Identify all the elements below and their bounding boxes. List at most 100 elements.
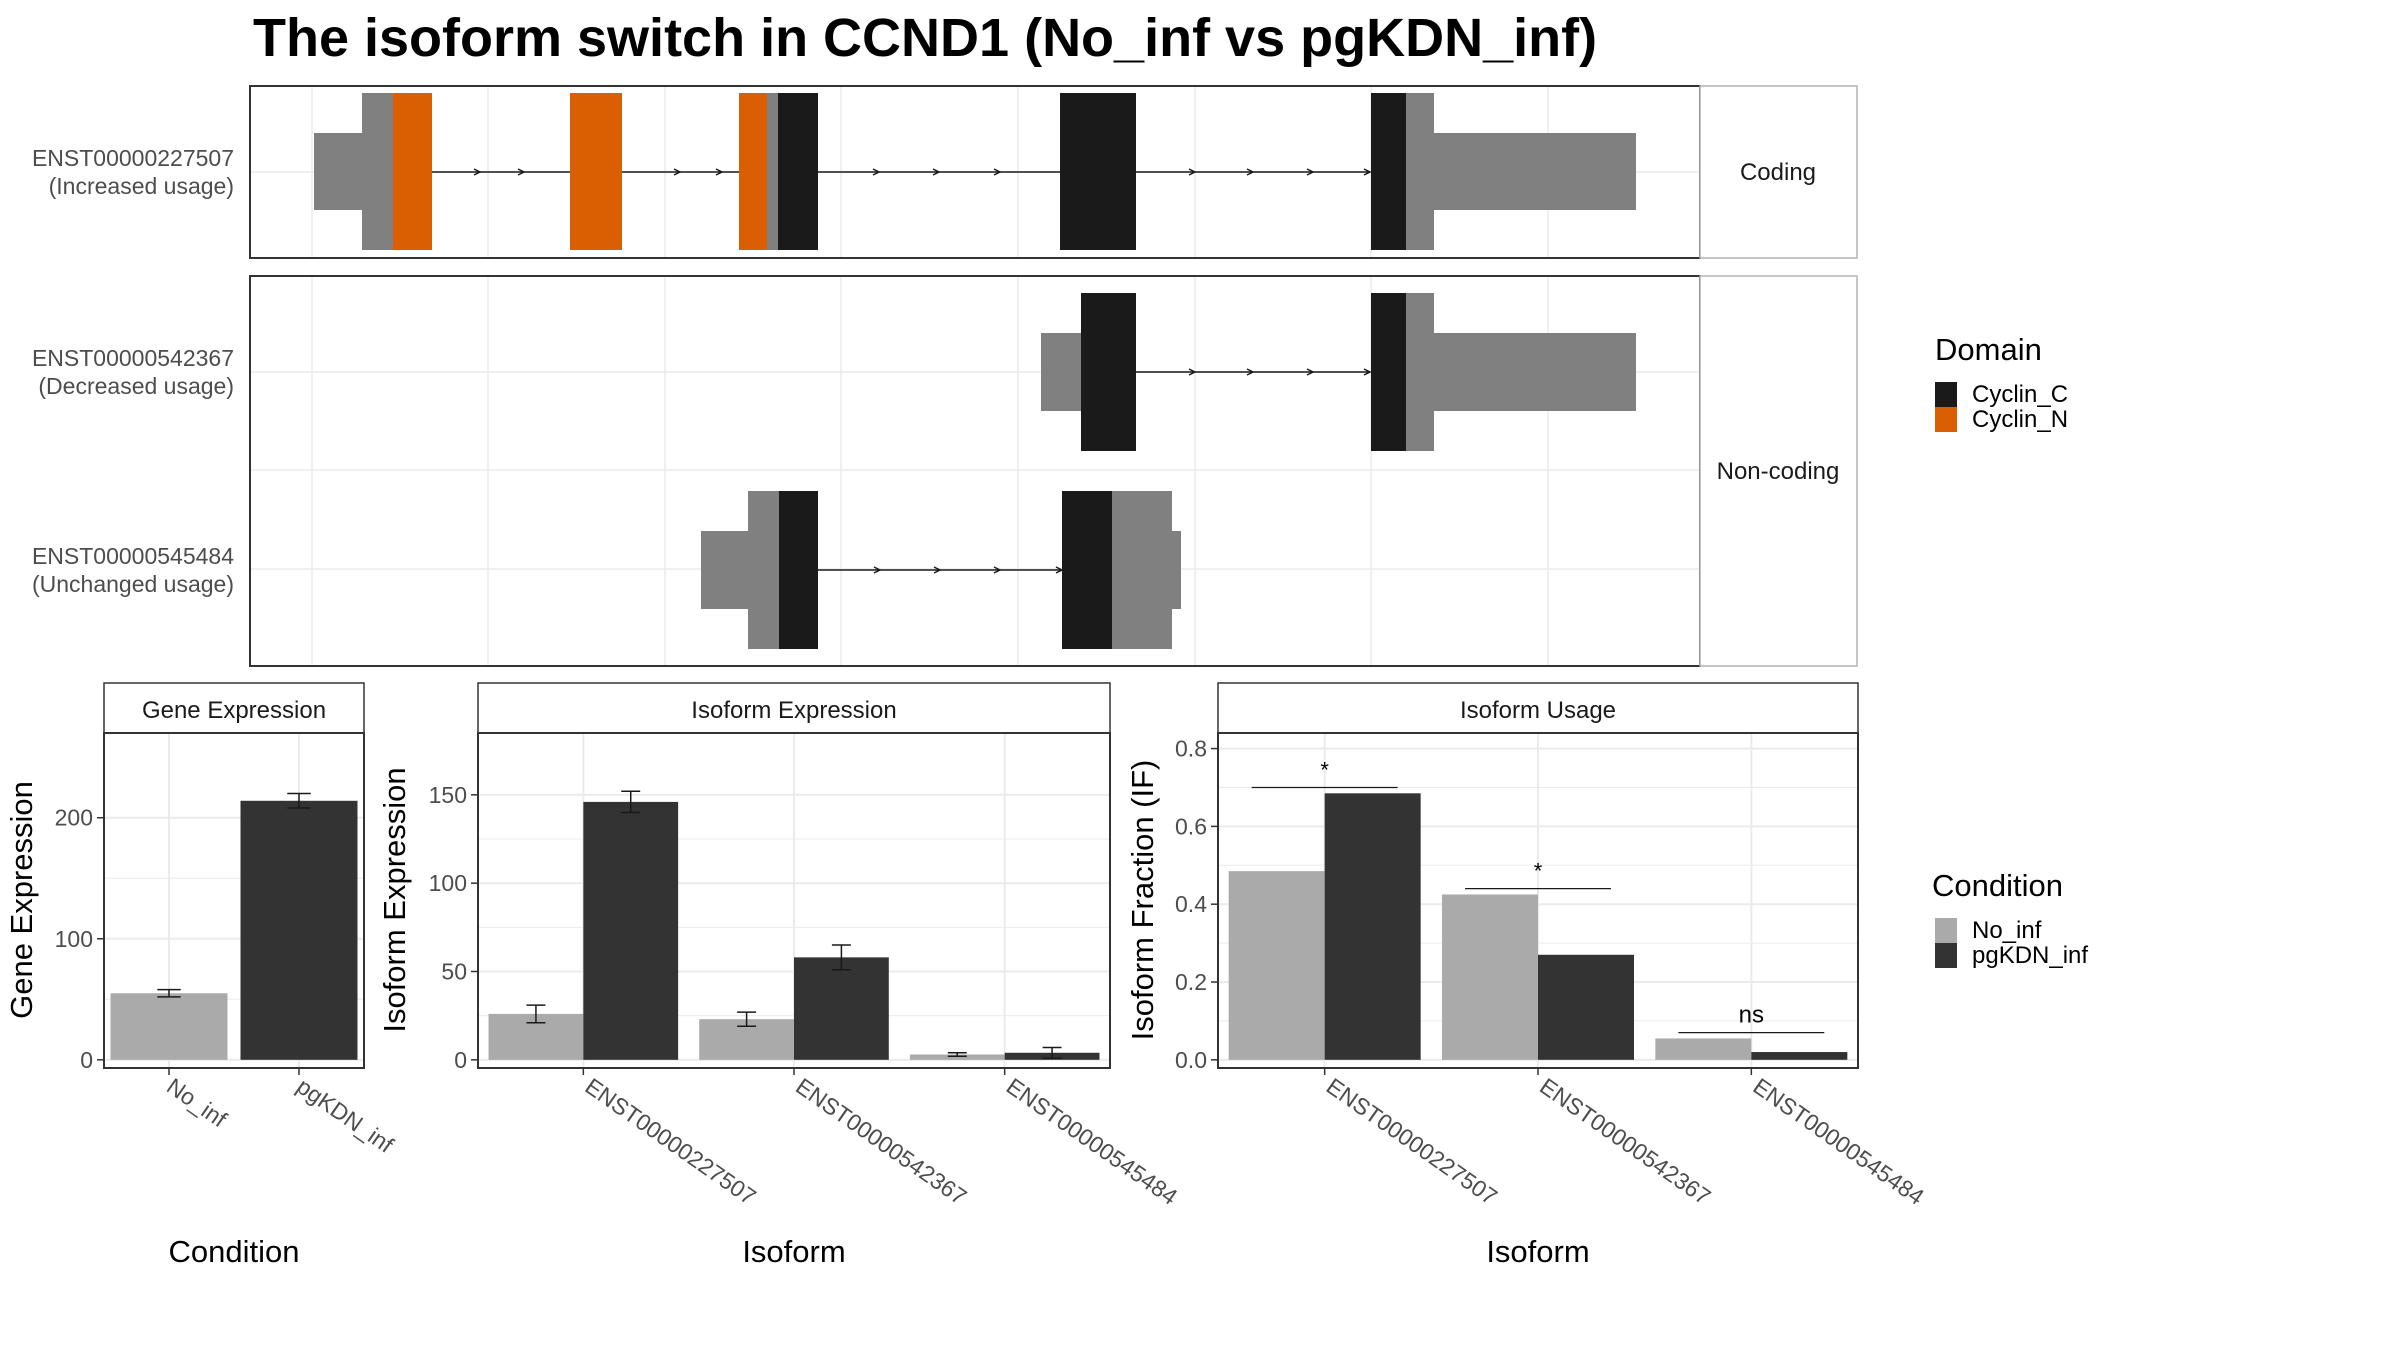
direction-arrow: [1246, 168, 1255, 176]
isoform-usage-x-axis-title: Isoform: [1486, 1234, 1589, 1269]
coding-panel: Coding: [249, 85, 1858, 259]
y-tick-label: 50: [441, 958, 467, 984]
gene-expression-x-axis-title: Condition: [169, 1234, 300, 1269]
direction-arrow: [872, 168, 881, 176]
bar: [1751, 1052, 1848, 1060]
legend-label-cyclin-c: Cyclin_C: [1972, 381, 2068, 408]
direction-arrow: [1188, 168, 1197, 176]
significance-label: ns: [1739, 1002, 1764, 1029]
coding-panel-tracks: [314, 93, 1636, 250]
transcript-id-label: ENST00000227507: [32, 145, 234, 171]
exon-segment: [778, 93, 818, 250]
bar: [583, 801, 679, 1060]
coding-strip-label: Coding: [1740, 159, 1816, 186]
legend-swatch-no-inf: [1935, 918, 1957, 943]
x-tick-label: ENST00000542367: [791, 1073, 971, 1210]
gene-expression-plot-area: 0 100 200 No_inf pgKDN_inf: [55, 733, 399, 1158]
x-tick-label: ENST00000542367: [1535, 1073, 1715, 1210]
direction-arrow: [473, 168, 482, 176]
exon-segment: [767, 93, 778, 250]
transcript-labels: ENST00000227507 (Increased usage) ENST00…: [32, 145, 234, 597]
bar: [1442, 894, 1538, 1060]
significance-label: *: [1534, 859, 1543, 884]
gene-expression-strip-label: Gene Expression: [142, 697, 326, 724]
coding-strip: [1699, 85, 1858, 259]
legend-swatch-cyclin-n: [1935, 407, 1957, 432]
exon-segment: [1434, 133, 1636, 210]
direction-arrow: [1246, 368, 1255, 376]
direction-arrow: [1363, 168, 1372, 176]
significance-label: *: [1320, 757, 1329, 782]
y-tick-label: 0: [80, 1047, 93, 1073]
legend-label-cyclin-n: Cyclin_N: [1972, 406, 2068, 433]
exon-segment: [701, 531, 748, 609]
noncoding-strip: [1699, 275, 1858, 667]
transcript-id-label: ENST00000542367: [32, 345, 234, 371]
x-tick-label: pgKDN_inf: [292, 1073, 399, 1158]
bar: [240, 800, 358, 1060]
y-tick-label: 0.6: [1175, 813, 1207, 839]
isoform-expression-chart: Isoform Expression 0 50 100 150 ENST00000227…: [377, 682, 1183, 1269]
direction-arrow: [1306, 368, 1315, 376]
x-tick-label: ENST00000545484: [1002, 1073, 1183, 1210]
direction-arrow: [517, 168, 526, 176]
y-tick-label: 0.0: [1175, 1047, 1207, 1073]
isoform-usage-plot-area: 0.0 0.2 0.4 0.6 0.8 * ENST00000227507 * ENST0000…: [1175, 733, 1929, 1210]
gene-expression-y-axis-title: Gene Expression: [4, 781, 39, 1019]
exon-segment: [1060, 93, 1136, 250]
isoform-expression-strip-label: Isoform Expression: [691, 697, 896, 724]
exon-segment: [1406, 293, 1434, 451]
isoform-expression-x-axis-title: Isoform: [742, 1234, 845, 1269]
bar: [1538, 954, 1634, 1060]
noncoding-panel: Non-coding: [249, 275, 1858, 667]
exon-segment: [1371, 293, 1406, 451]
direction-arrow: [1306, 168, 1315, 176]
noncoding-panel-tracks: [701, 293, 1636, 649]
noncoding-strip-label: Non-coding: [1717, 458, 1840, 485]
direction-arrow: [873, 566, 882, 574]
isoform-usage-y-axis-title: Isoform Fraction (IF): [1125, 760, 1160, 1041]
direction-arrow: [993, 168, 1002, 176]
bar: [909, 1054, 1005, 1060]
direction-arrow: [932, 168, 941, 176]
y-tick-label: 0.2: [1175, 969, 1207, 995]
domain-legend: Domain Cyclin_C Cyclin_N: [1935, 332, 2068, 433]
y-tick-label: 0: [454, 1047, 467, 1073]
exon-segment: [1371, 93, 1406, 250]
legend-swatch-cyclin-c: [1935, 382, 1957, 407]
x-tick-label: ENST00000227507: [580, 1073, 760, 1210]
x-tick-label: ENST00000545484: [1748, 1073, 1929, 1210]
condition-legend-title: Condition: [1932, 868, 2063, 903]
exon-segment: [779, 491, 818, 649]
bar: [1324, 793, 1421, 1060]
legend-label-no-inf: No_inf: [1972, 917, 2042, 944]
gene-structure-plot: Coding Non-coding ENST00000227507 (Incre…: [32, 85, 2068, 667]
transcript-usage-label: (Increased usage): [49, 173, 234, 199]
exon-segment: [1434, 333, 1636, 411]
exon-segment: [393, 93, 432, 250]
exon-segment: [1062, 491, 1112, 649]
exon-segment: [570, 93, 622, 250]
isoform-usage-chart: Isoform Usage 0.0 0.2 0.4 0.6 0.8 * ENST000002…: [1125, 682, 1929, 1269]
x-tick-label: ENST00000227507: [1322, 1073, 1502, 1210]
gene-expression-strip: [103, 682, 365, 734]
condition-legend: Condition No_inf pgKDN_inf: [1932, 868, 2088, 969]
legend-label-pgkdn-inf: pgKDN_inf: [1972, 942, 2088, 969]
exon-segment: [1172, 531, 1181, 609]
exon-segment: [1112, 491, 1172, 649]
transcript-usage-label: (Decreased usage): [38, 373, 234, 399]
y-tick-label: 0.4: [1175, 891, 1207, 917]
bar: [1228, 871, 1325, 1060]
exon-segment: [1041, 333, 1081, 411]
exon-segment: [748, 491, 779, 649]
isoform-usage-strip-label: Isoform Usage: [1460, 697, 1616, 724]
bar: [110, 993, 228, 1060]
gene-expression-chart: Gene Expression 0 100 200 No_inf pgKDN_inf C…: [4, 682, 399, 1269]
exon-segment: [362, 93, 393, 250]
bar: [794, 957, 889, 1060]
direction-arrow: [673, 168, 682, 176]
isoform-expression-y-axis-title: Isoform Expression: [377, 767, 412, 1032]
isoform-usage-panel-border: [1217, 732, 1859, 1069]
direction-arrow: [715, 168, 724, 176]
